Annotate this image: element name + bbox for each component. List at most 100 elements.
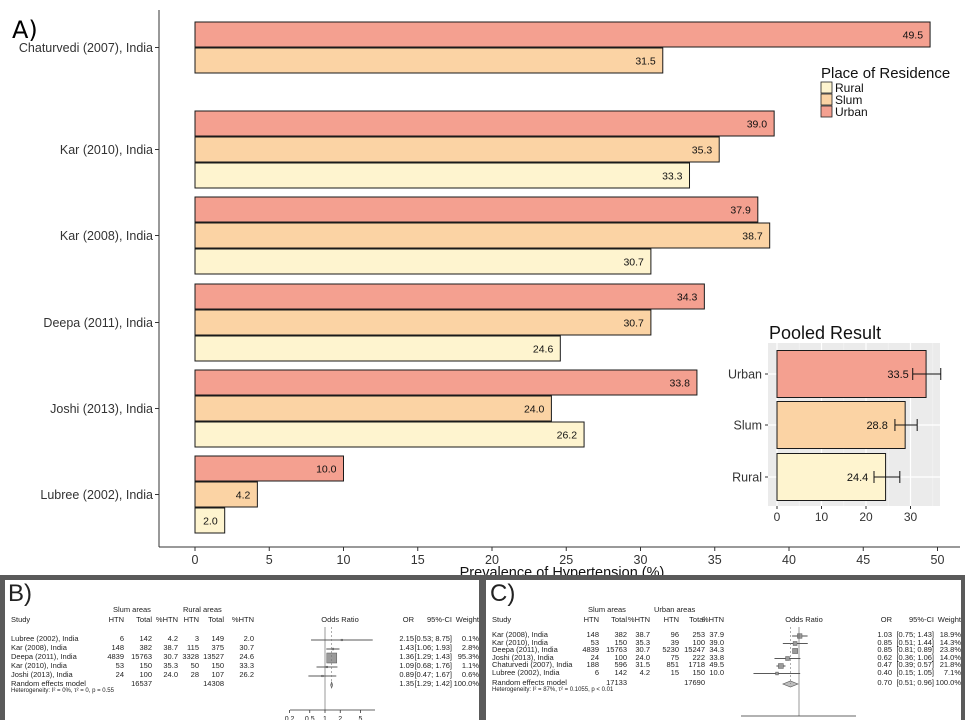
bar-value-label: 49.5 (903, 30, 924, 42)
weight-value: 95.3% (457, 652, 479, 661)
bar-chaturvedi-2007-india-slum (194, 47, 664, 74)
or-value: 1.36 (399, 652, 414, 661)
total-value: 375 (211, 643, 224, 652)
pct-value: 4.2 (167, 634, 178, 643)
pooled-bar-urban (776, 350, 927, 398)
study-name: Kar (2010), India (11, 661, 67, 670)
total-value: 150 (211, 661, 224, 670)
axis-tick-label: 0.2 (285, 716, 295, 720)
study-name: Lubree (2002), India (11, 634, 79, 643)
pct-value: 10.0 (709, 667, 724, 677)
y-tick-label: Deepa (2011), India (43, 316, 153, 330)
legend-label-rural: Rural (835, 81, 864, 95)
group-header: Rural areas (183, 605, 222, 614)
study-name: Kar (2008), India (492, 630, 548, 639)
weight-value: 2.8% (461, 643, 479, 652)
x-tick-label: 0 (192, 553, 199, 567)
legend-swatch-slum (820, 93, 833, 106)
bar-lubree-2002-india-urban (194, 455, 344, 482)
column-header: Weight (937, 615, 961, 624)
vertical-divider (479, 575, 486, 720)
x-tick-label: 20 (485, 553, 499, 567)
bar-value-label: 4.2 (236, 490, 251, 502)
bar-joshi-2013-india-urban (194, 369, 698, 396)
x-tick-label: 15 (411, 553, 425, 567)
pooled-value-label: 24.4 (847, 472, 868, 484)
effect-square (792, 648, 798, 654)
study-name: Deepa (2011), India (492, 645, 558, 654)
effect-square (321, 674, 324, 678)
summary-ci: [0.51; 0.96] (896, 678, 934, 687)
bar-joshi-2013-india-rural (194, 421, 585, 448)
x-tick-label: 30 (904, 510, 918, 524)
ci-value: [0.75; 1.43] (896, 630, 934, 639)
htn-value: 53 (115, 661, 124, 670)
bar-value-label: 39.0 (747, 119, 768, 131)
y-tick-label: Lubree (2002), India (40, 488, 153, 502)
study-name: Joshi (2013), India (492, 652, 554, 662)
pct-value: 30.7 (163, 652, 178, 661)
or-value: 0.40 (877, 667, 892, 677)
column-header: %HTN (231, 615, 254, 624)
pct-value: 24.0 (163, 670, 178, 679)
htn-value: 5230 (662, 645, 679, 654)
study-name: Lubree (2002), India (492, 667, 560, 677)
or-value: 1.09 (399, 661, 414, 670)
x-tick-label: 35 (708, 553, 722, 567)
bar-deepa-2011-india-slum (194, 309, 652, 336)
effect-square (775, 671, 779, 676)
weight-value: 0.6% (461, 670, 479, 679)
htn-value: 24 (590, 652, 599, 662)
bar-chaturvedi-2007-india-urban (194, 21, 931, 48)
ci-value: [0.39; 0.57] (896, 660, 934, 669)
bar-kar-2008-india-urban (194, 196, 759, 223)
total-value: 13527 (203, 652, 224, 661)
summary-total: 17690 (684, 678, 705, 687)
panel-a-letter: A) (12, 16, 38, 44)
htn-value: 188 (586, 660, 599, 669)
total-value: 142 (139, 634, 152, 643)
pooled-result-inset: Pooled Result 0 10 20 30 33.5 Urban 28.8 Slum 24.… (728, 323, 942, 524)
total-value: 15763 (131, 652, 152, 661)
pct-value: 37.9 (709, 630, 724, 639)
summary-total: 14308 (203, 679, 224, 688)
weight-value: 23.8% (939, 645, 961, 654)
htn-value: 50 (190, 661, 199, 670)
column-header: %HTN (701, 615, 724, 624)
column-header: 95%-CI (426, 615, 452, 624)
pct-value: 30.7 (239, 643, 254, 652)
study-name: Kar (2008), India (11, 643, 67, 652)
bar-lubree-2002-india-slum (194, 481, 258, 508)
column-header: Total (689, 615, 705, 624)
bar-kar-2010-india-rural (194, 162, 691, 189)
panel-c-letter: C) (490, 580, 516, 607)
group-header: Urban areas (654, 605, 696, 614)
htn-value: 96 (670, 630, 679, 639)
effect-square (340, 638, 343, 642)
pooled-value-label: 33.5 (887, 369, 908, 381)
total-value: 100 (139, 670, 152, 679)
x-tick-label: 50 (931, 553, 945, 567)
htn-value: 115 (187, 643, 199, 652)
effect-square (792, 641, 798, 646)
htn-value: 53 (590, 637, 599, 647)
column-header: Total (136, 615, 152, 624)
ci-value: [0.36; 1.06] (896, 652, 934, 662)
total-value: 15247 (684, 645, 705, 654)
column-header: Weight (455, 615, 479, 624)
total-value: 149 (211, 634, 224, 643)
total-value: 150 (692, 667, 705, 677)
pct-value: 38.7 (635, 630, 650, 639)
bar-joshi-2013-india-slum (194, 395, 552, 422)
or-value: 0.62 (877, 652, 892, 662)
legend-label-urban: Urban (835, 105, 868, 119)
right-border (961, 575, 965, 720)
or-value: 0.89 (399, 670, 414, 679)
or-value: 1.43 (399, 643, 414, 652)
column-header: HTN (663, 615, 679, 624)
y-tick-label: Kar (2008), India (60, 229, 153, 243)
htn-value: 148 (586, 630, 599, 639)
effect-square (785, 656, 790, 661)
forest-plot-svg: 0.2 0.5 1 2 5 (285, 627, 375, 720)
htn-value: 24 (115, 670, 124, 679)
